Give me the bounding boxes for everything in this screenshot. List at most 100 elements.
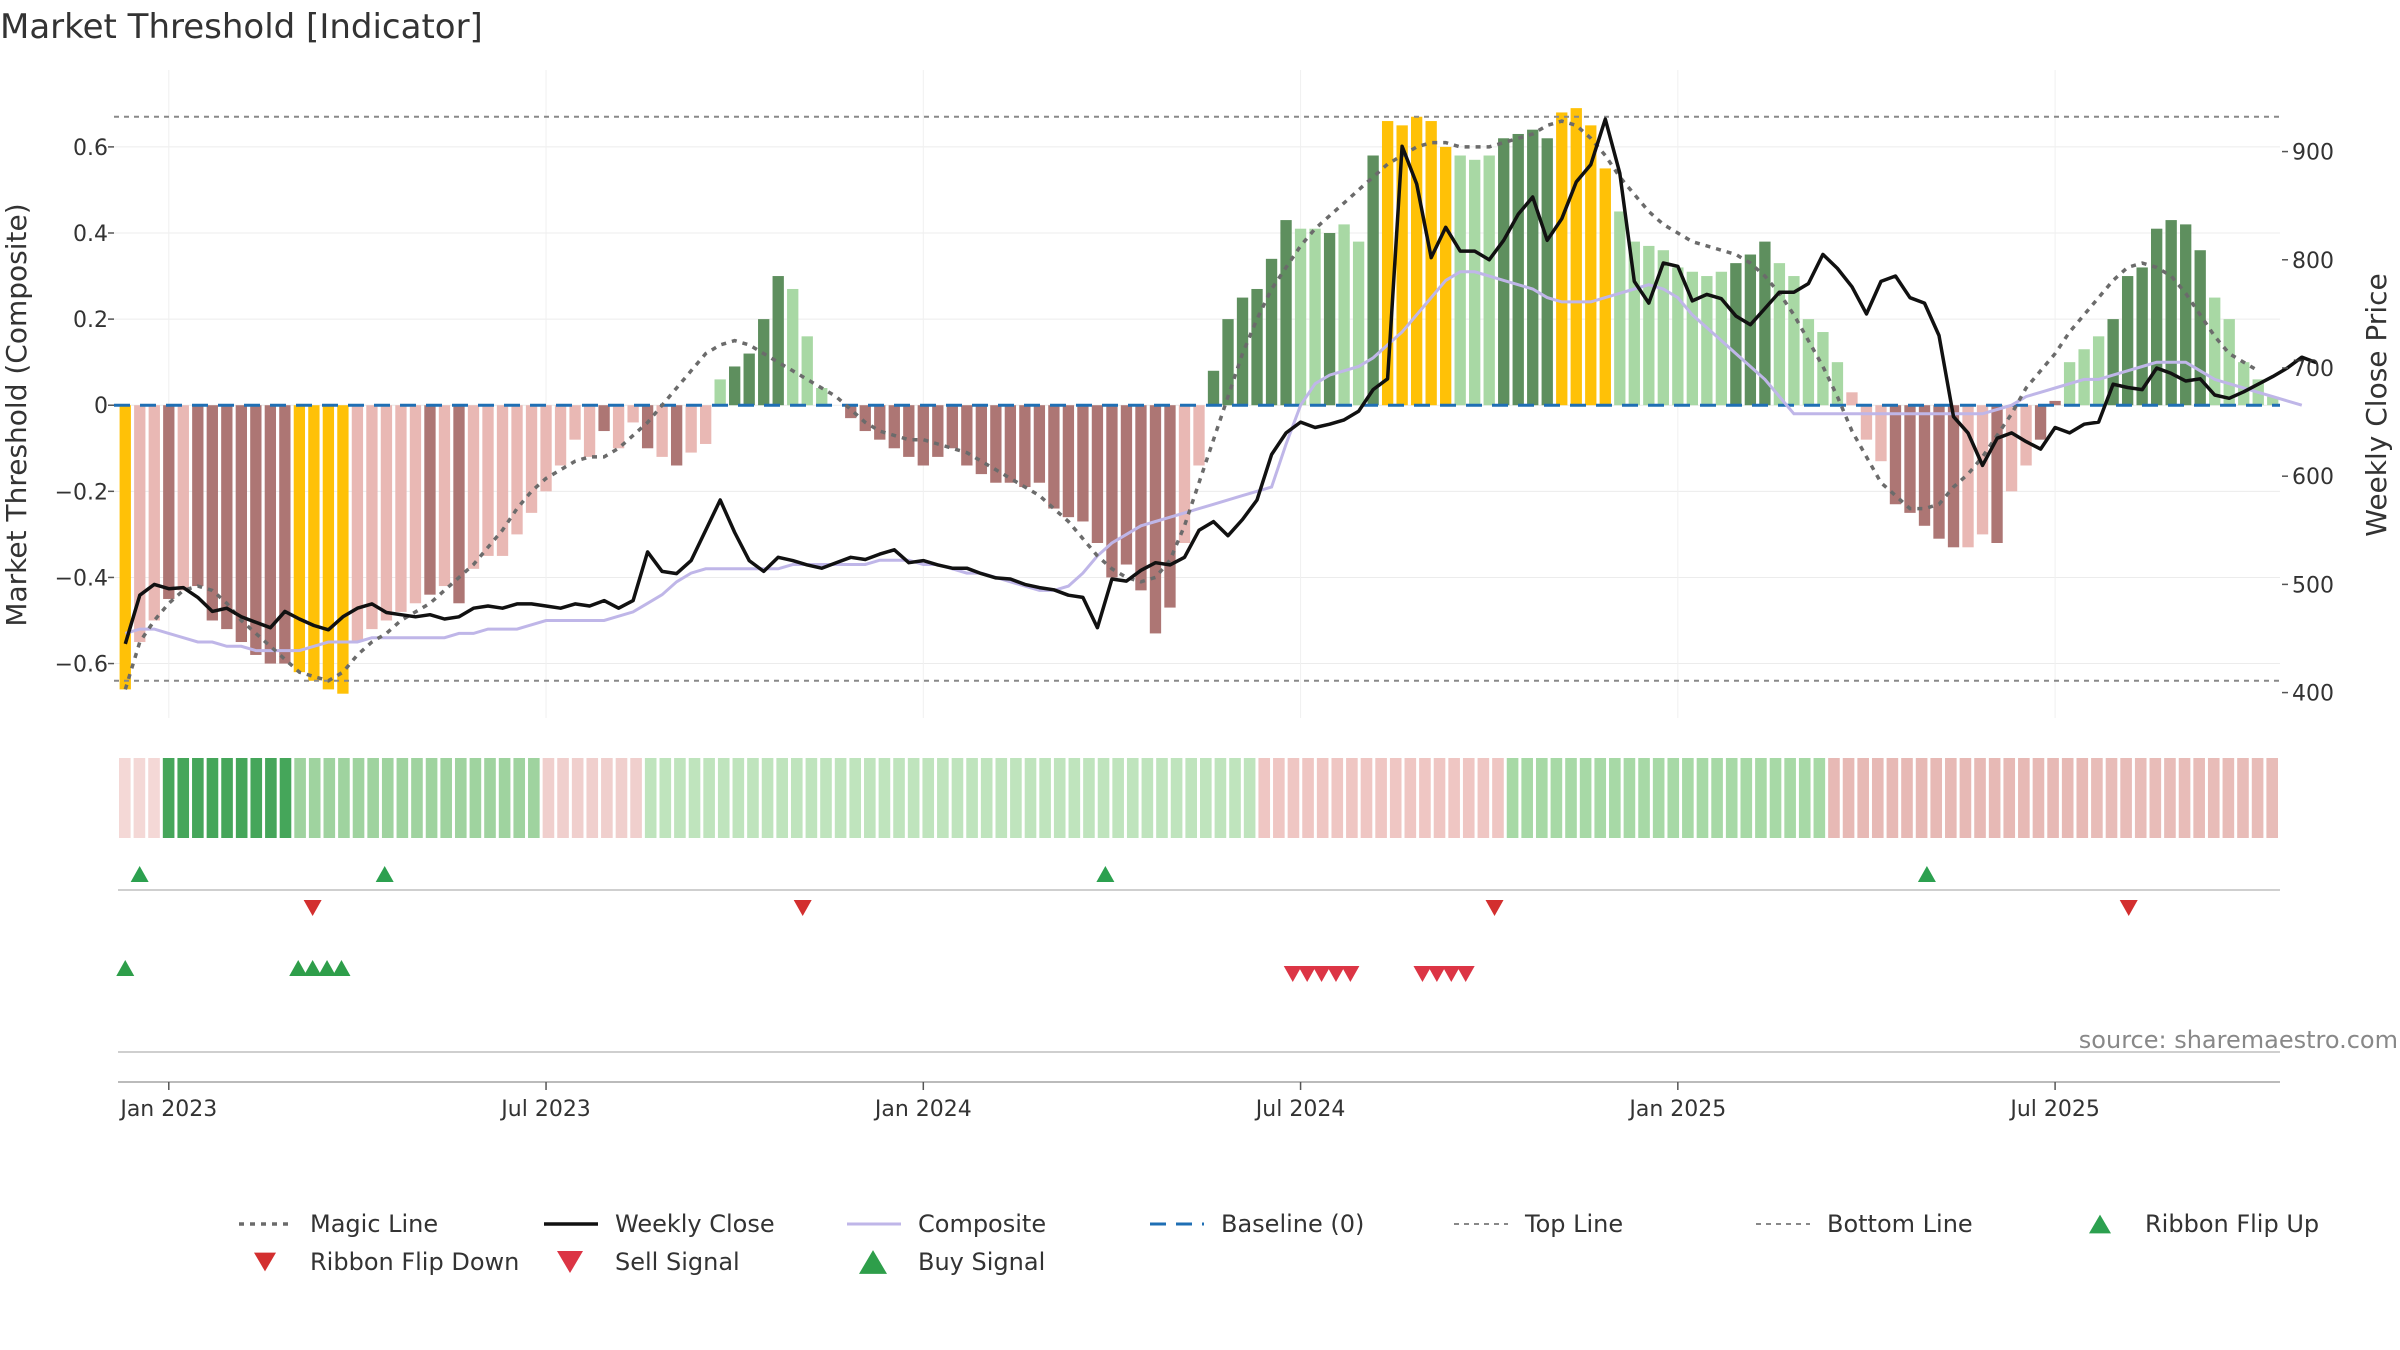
- ribbon-cell: [2061, 758, 2074, 838]
- composite-bar: [1744, 254, 1757, 406]
- composite-bar: [1614, 211, 1626, 406]
- ribbon-cell: [571, 758, 584, 838]
- composite-bar: [1701, 276, 1713, 406]
- ribbon-cell: [1930, 758, 1943, 838]
- composite-bar: [1033, 405, 1046, 483]
- ribbon-flip-up-marker: [375, 866, 394, 882]
- ribbon-cell: [1083, 758, 1095, 838]
- ribbon-cell: [1273, 758, 1285, 838]
- ribbon-cell: [1857, 758, 1869, 838]
- composite-bar: [787, 288, 799, 406]
- composite-bar: [1135, 405, 1147, 591]
- composite-bar: [1178, 405, 1191, 543]
- ribbon-flip-up-marker: [1096, 866, 1115, 882]
- ribbon-cell: [308, 758, 321, 838]
- composite-bar: [888, 405, 900, 449]
- composite-bar: [2180, 224, 2192, 406]
- composite-bar: [1889, 405, 1902, 505]
- ribbon-cell: [2047, 758, 2059, 838]
- ribbon-cell: [352, 758, 365, 838]
- composite-bar: [2078, 349, 2090, 406]
- sell-signal-marker: [1456, 966, 1475, 982]
- y2-tick-label: 700: [2292, 357, 2334, 382]
- y2-tick-label: 800: [2292, 249, 2334, 274]
- ribbon-cell: [922, 758, 935, 838]
- composite-bar: [1672, 267, 1684, 406]
- ribbon-cell: [1389, 758, 1402, 838]
- composite-bar: [1469, 159, 1481, 406]
- composite-bar: [1193, 405, 1205, 466]
- x-tick-label: Jan 2024: [873, 1097, 972, 1122]
- composite-bar: [1628, 241, 1640, 406]
- y-tick-label: −0.6: [55, 653, 108, 678]
- ribbon-cell: [557, 758, 569, 838]
- composite-bar: [308, 405, 320, 681]
- legend-label: Baseline (0): [1221, 1210, 1364, 1238]
- composite-bar: [1686, 271, 1699, 406]
- ribbon-cell: [586, 758, 599, 838]
- ribbon-cell: [1784, 758, 1796, 838]
- ribbon-cell: [250, 758, 263, 838]
- composite-bar: [1062, 405, 1075, 518]
- composite-bar: [424, 405, 436, 595]
- ribbon-cell: [411, 758, 423, 838]
- ribbon-cell: [1915, 758, 1928, 838]
- composite-bar: [250, 405, 262, 655]
- x-tick-label: Jul 2024: [1254, 1097, 1346, 1122]
- composite-bar: [1991, 405, 2003, 543]
- ribbon-cell: [1813, 758, 1826, 838]
- composite-bar: [279, 405, 291, 664]
- composite-bar: [1381, 121, 1394, 406]
- ribbon-cell: [1448, 758, 1460, 838]
- composite-bar: [177, 405, 189, 591]
- ribbon-cell: [1170, 758, 1183, 838]
- sell-signal-marker: [1312, 966, 1331, 982]
- sell-signal-marker: [1326, 966, 1345, 982]
- composite-bar: [395, 405, 407, 612]
- y2-axis-label: Weekly Close Price: [2360, 273, 2393, 536]
- legend-label: Buy Signal: [918, 1248, 1045, 1276]
- composite-bar: [554, 405, 567, 466]
- ribbon-cell: [2120, 758, 2132, 838]
- composite-bar: [1585, 125, 1597, 406]
- ribbon-cell: [1141, 758, 1154, 838]
- ribbon-cell: [1010, 758, 1022, 838]
- composite-bar: [961, 405, 973, 466]
- composite-bar: [2107, 319, 2119, 406]
- ribbon-cell: [1258, 758, 1271, 838]
- ribbon-cell: [2076, 758, 2089, 838]
- ribbon-cell: [1901, 758, 1913, 838]
- ribbon-cell: [747, 758, 759, 838]
- composite-bar: [816, 388, 828, 406]
- legend-label: Magic Line: [310, 1210, 438, 1238]
- ribbon-cell: [1053, 758, 1066, 838]
- ribbon-cell: [834, 758, 847, 838]
- ribbon-cell: [1331, 758, 1344, 838]
- right-y-axis: 900 800 700 600 500 400: [2282, 141, 2334, 707]
- ribbon-cell: [1200, 758, 1212, 838]
- ribbon-cell: [1682, 758, 1694, 838]
- composite-bar: [1860, 405, 1873, 440]
- legend-swatch-flip_down: [254, 1252, 276, 1272]
- composite-bar: [670, 405, 683, 466]
- composite-bar: [1396, 125, 1408, 406]
- ribbon-cell: [498, 758, 511, 838]
- composite-bar: [1846, 392, 1858, 406]
- legend: Magic Line Weekly Close Composite Baseline …: [239, 1210, 2319, 1276]
- ribbon-cell: [1404, 758, 1417, 838]
- guide-lines: [114, 115, 2280, 682]
- composite-bar: [743, 353, 755, 406]
- ribbon-cell: [1068, 758, 1081, 838]
- legend-swatch-flip_up: [2089, 1214, 2111, 1234]
- legend-label: Bottom Line: [1827, 1210, 1973, 1238]
- legend-swatch-sell: [557, 1250, 583, 1274]
- ribbon-cell: [148, 758, 160, 838]
- weekly-close-line: [123, 117, 2317, 645]
- ribbon-flip-down-marker: [2119, 900, 2138, 916]
- composite-bar: [758, 319, 770, 406]
- composite-bar: [1788, 276, 1800, 406]
- x-tick-label: Jan 2023: [118, 1097, 217, 1122]
- ribbon-cell: [1740, 758, 1753, 838]
- ribbon-cell: [1316, 758, 1329, 838]
